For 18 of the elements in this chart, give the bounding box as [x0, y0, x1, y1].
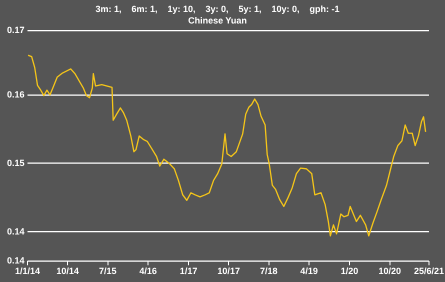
y-tick-label: 0.16 — [6, 89, 25, 100]
y-tick-label: 0.15 — [6, 158, 25, 168]
y-tick-label: 0.17 — [6, 25, 25, 36]
x-tick-label: 10/17 — [217, 266, 240, 276]
x-tick-label: 1/20 — [340, 266, 358, 276]
x-tick-label: 7/18 — [260, 266, 278, 276]
x-tick-label: 1/1/14 — [15, 266, 40, 276]
chart-title: 3m: 1, 6m: 1, 1y: 10, 3y: 0, 5y: 1, 10y: 0, gph: -1 — [95, 4, 340, 14]
y-tick-label: 0.14 — [6, 256, 25, 266]
x-tick-label: 4/19 — [300, 266, 318, 276]
y-tick-label: 0.14 — [6, 226, 25, 236]
x-tick-label: 7/15 — [98, 266, 117, 276]
x-tick-label: 10/14 — [56, 266, 79, 276]
x-tick-label: 4/16 — [139, 266, 157, 276]
x-tick-label: 25/6/21 — [414, 266, 444, 276]
x-tick-label: 1/17 — [180, 266, 198, 276]
x-tick-label: 10/20 — [378, 266, 402, 276]
chart-subtitle: Chinese Yuan — [188, 16, 247, 26]
